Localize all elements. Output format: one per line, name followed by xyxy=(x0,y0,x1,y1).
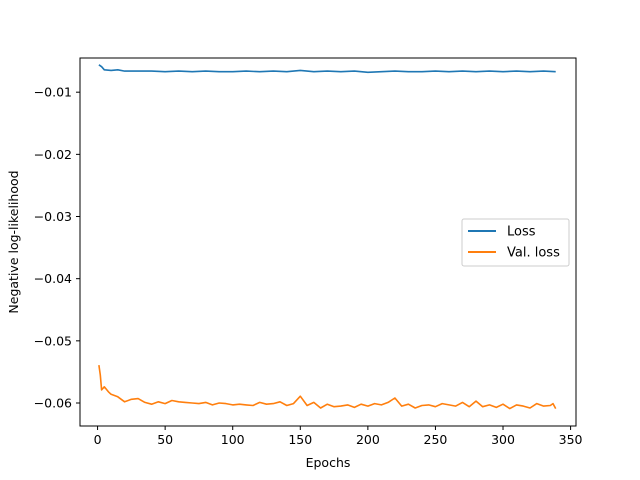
x-axis-label: Epochs xyxy=(306,455,351,470)
axis-ticks: 0 50 100 150 200 250 300 350 −0.01 −0.02 −0.03 −0.0… xyxy=(34,85,583,447)
legend: Loss Val. loss xyxy=(461,218,570,267)
axes-frame xyxy=(79,57,577,427)
x-tick-label: 150 xyxy=(288,432,312,447)
val-loss-series-line xyxy=(98,364,557,410)
y-tick-label: −0.02 xyxy=(34,147,72,162)
x-tick-label: 250 xyxy=(424,432,448,447)
y-tick-label: −0.05 xyxy=(34,333,72,348)
x-tick-label: 100 xyxy=(221,432,245,447)
x-tick-label: 200 xyxy=(356,432,380,447)
x-tick-label: 300 xyxy=(491,432,515,447)
y-tick-label: −0.03 xyxy=(34,209,72,224)
plot-area xyxy=(98,64,557,410)
loss-series-line xyxy=(98,64,556,74)
legend-label-val-loss: Val. loss xyxy=(507,246,560,261)
y-tick-label: −0.06 xyxy=(34,396,72,411)
x-tick-label: 350 xyxy=(559,432,583,447)
legend-label-loss: Loss xyxy=(507,225,536,240)
x-tick-label: 50 xyxy=(157,432,173,447)
x-tick-label: 0 xyxy=(94,432,102,447)
y-axis-label: Negative log-likelihood xyxy=(6,170,21,313)
y-tick-label: −0.01 xyxy=(34,85,72,100)
y-tick-label: −0.04 xyxy=(34,271,72,286)
